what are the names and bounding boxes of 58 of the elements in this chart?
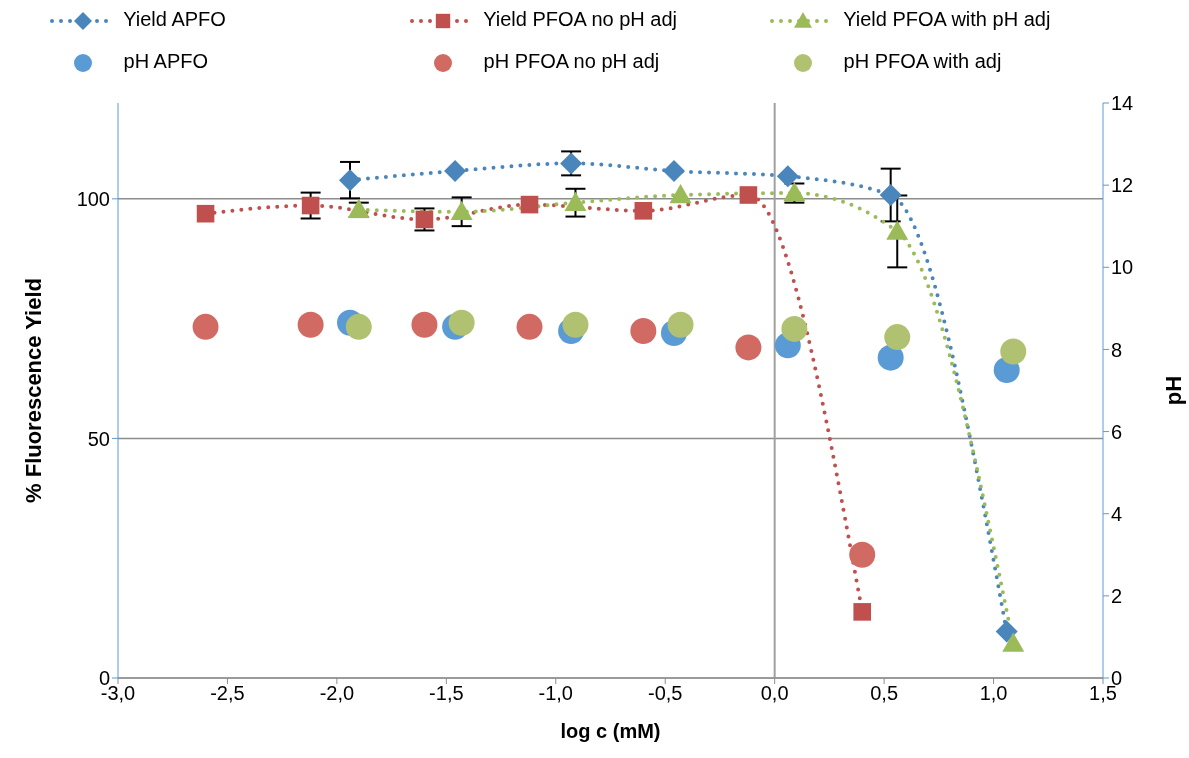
y-tick-label: 50 bbox=[87, 427, 110, 450]
point bbox=[630, 317, 657, 344]
point bbox=[877, 344, 904, 371]
x-tick-label: 0,5 bbox=[870, 682, 899, 705]
point bbox=[995, 620, 1018, 643]
legend-label: Yield PFOA no pH adj bbox=[483, 8, 678, 30]
point bbox=[781, 315, 808, 342]
point bbox=[444, 160, 467, 183]
legend-label: Yield APFO bbox=[123, 8, 226, 30]
y2-tick-label: 2 bbox=[1111, 584, 1123, 607]
point bbox=[879, 184, 902, 206]
y2-tick-label: 6 bbox=[1111, 420, 1123, 443]
point bbox=[345, 313, 372, 340]
point bbox=[1002, 632, 1025, 652]
legend-label: pH PFOA no pH adj bbox=[483, 50, 660, 72]
point bbox=[562, 311, 589, 338]
point bbox=[192, 313, 219, 340]
x-tick-label: -2,5 bbox=[210, 682, 245, 705]
y2-axis-title: pH bbox=[1160, 375, 1186, 406]
point bbox=[1000, 338, 1027, 365]
y2-tick-label: 14 bbox=[1111, 92, 1134, 115]
y2-tick-label: 10 bbox=[1111, 256, 1134, 279]
x-tick-label: -1,0 bbox=[538, 682, 574, 705]
x-tick-label: -2,0 bbox=[319, 682, 355, 705]
y2-tick-label: 8 bbox=[1111, 338, 1123, 361]
point bbox=[516, 313, 543, 340]
x-axis-title: log c (mM) bbox=[560, 720, 661, 742]
point bbox=[849, 541, 876, 568]
legend-label: pH PFOA with adj bbox=[843, 50, 1002, 72]
y-tick-label: 100 bbox=[76, 187, 110, 210]
point bbox=[735, 334, 762, 361]
point bbox=[662, 160, 685, 183]
legend-label: Yield PFOA with pH adj bbox=[843, 8, 1051, 30]
legend-label: pH APFO bbox=[123, 50, 209, 72]
point bbox=[564, 191, 587, 211]
y2-tick-label: 4 bbox=[1111, 502, 1123, 525]
point bbox=[339, 169, 362, 192]
point bbox=[634, 202, 653, 220]
x-tick-label: 0,0 bbox=[760, 682, 789, 705]
point bbox=[739, 186, 758, 204]
x-tick-label: 1,0 bbox=[979, 682, 1008, 705]
point bbox=[667, 311, 694, 338]
point bbox=[196, 204, 215, 223]
y2-tick-label: 12 bbox=[1111, 174, 1134, 197]
x-tick-label: -1,5 bbox=[429, 682, 464, 705]
point bbox=[450, 200, 473, 221]
x-tick-label: -0,5 bbox=[647, 682, 683, 705]
point bbox=[411, 311, 438, 338]
point bbox=[520, 195, 539, 214]
point bbox=[669, 184, 692, 204]
point bbox=[853, 603, 872, 621]
point bbox=[776, 165, 799, 188]
point bbox=[448, 309, 475, 336]
point bbox=[301, 196, 320, 215]
point bbox=[297, 311, 324, 338]
point bbox=[886, 220, 909, 240]
point bbox=[884, 324, 911, 351]
y-axis-title: % Fluorescence Yield bbox=[20, 278, 46, 503]
